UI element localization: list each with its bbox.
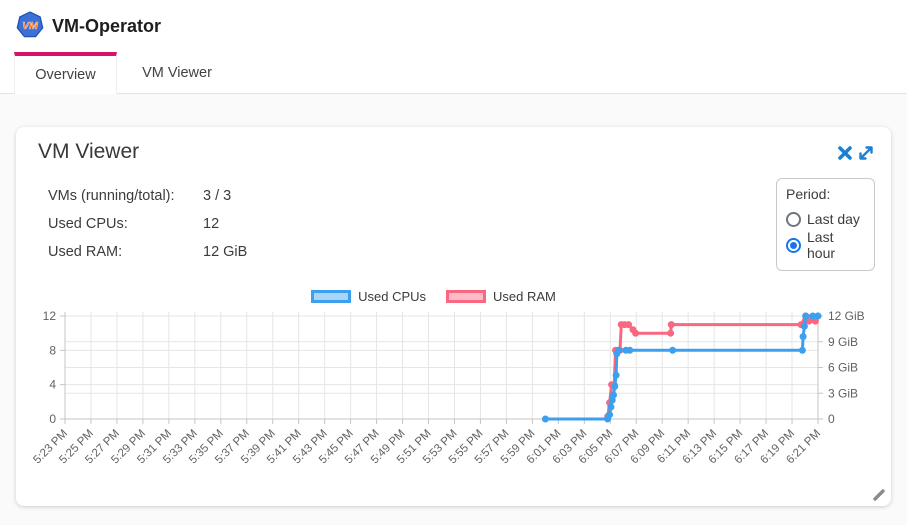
svg-text:8: 8 bbox=[49, 343, 56, 357]
legend-label: Used RAM bbox=[493, 289, 556, 304]
used-ram-swatch-icon bbox=[446, 290, 487, 303]
tab-overview[interactable]: Overview bbox=[14, 52, 117, 96]
usage-chart-canvas: 5:23 PM5:25 PM5:27 PM5:29 PM5:31 PM5:33 … bbox=[31, 309, 865, 466]
app-header: VM VM-Operator bbox=[0, 0, 907, 52]
app-title: VM-Operator bbox=[52, 16, 162, 36]
svg-text:4: 4 bbox=[49, 378, 56, 392]
radio-button-icon[interactable] bbox=[786, 211, 801, 227]
stat-label: Used CPUs: bbox=[48, 216, 128, 232]
radio-button-icon[interactable] bbox=[786, 237, 801, 253]
svg-text:12 GiB: 12 GiB bbox=[828, 309, 865, 323]
svg-text:0: 0 bbox=[49, 412, 56, 426]
stat-row-ram: Used RAM: 12 GiB bbox=[48, 238, 247, 266]
content-area: VM Viewer VMs (running/total): 3 / 3 Use… bbox=[0, 94, 907, 525]
vm-stats: VMs (running/total): 3 / 3 Used CPUs: 12… bbox=[48, 182, 247, 266]
stat-row-vms: VMs (running/total): 3 / 3 bbox=[48, 182, 247, 210]
radio-last-day[interactable]: Last day bbox=[786, 206, 865, 232]
legend-item-used-cpus[interactable]: Used CPUs bbox=[311, 289, 426, 304]
radio-option-label[interactable]: Last hour bbox=[807, 229, 836, 261]
radio-option-label[interactable]: Last day bbox=[807, 211, 860, 227]
svg-text:0: 0 bbox=[828, 412, 835, 426]
close-icon[interactable] bbox=[836, 144, 854, 162]
stat-label: Used RAM: bbox=[48, 244, 123, 260]
stat-value: 3 / 3 bbox=[203, 188, 232, 204]
stat-label: VMs (running/total): bbox=[48, 188, 175, 204]
used-cpus-swatch-icon bbox=[311, 290, 352, 303]
chart-legend: Used CPUs Used RAM bbox=[16, 289, 851, 304]
period-label: Period: bbox=[786, 186, 831, 202]
svg-text:9 GiB: 9 GiB bbox=[828, 335, 858, 349]
stat-row-cpus: Used CPUs: 12 bbox=[48, 210, 247, 238]
period-selector: Period: Last day Last hour bbox=[776, 178, 875, 271]
radio-last-hour[interactable]: Last hour bbox=[786, 229, 865, 261]
card-title: VM Viewer bbox=[38, 140, 140, 163]
svg-text:6 GiB: 6 GiB bbox=[828, 361, 858, 375]
expand-icon[interactable] bbox=[857, 144, 875, 162]
svg-text:3 GiB: 3 GiB bbox=[828, 386, 858, 400]
legend-item-used-ram[interactable]: Used RAM bbox=[446, 289, 556, 304]
resize-handle-icon[interactable] bbox=[871, 487, 887, 503]
vm-operator-logo-icon: VM bbox=[16, 11, 44, 38]
usage-chart: 5:23 PM 5:25 PM 5:27 PM 5:29 PM 5:31 PM 5:33 … bbox=[30, 305, 886, 485]
legend-label: Used CPUs bbox=[358, 289, 427, 304]
tab-vm-viewer[interactable]: VM Viewer bbox=[142, 65, 212, 81]
vm-viewer-card: VM Viewer VMs (running/total): 3 / 3 Use… bbox=[16, 127, 891, 506]
stat-value: 12 bbox=[203, 216, 220, 232]
tab-bar: Overview VM Viewer bbox=[0, 52, 907, 96]
logo-vm-text: VM bbox=[22, 20, 38, 32]
stat-value: 12 GiB bbox=[203, 244, 248, 260]
svg-text:12: 12 bbox=[43, 309, 57, 323]
